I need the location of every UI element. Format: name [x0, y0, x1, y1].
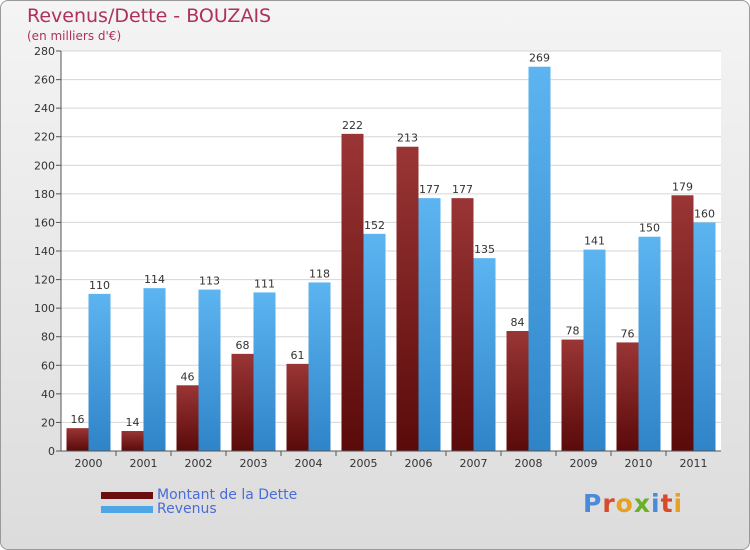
logo-letter: x — [633, 489, 651, 518]
axes — [56, 50, 721, 456]
legend-item-revenus: Revenus — [101, 501, 217, 517]
x-tick-label: 2002 — [185, 457, 213, 470]
x-tick-label: 2007 — [460, 457, 488, 470]
x-tick-label: 2009 — [570, 457, 598, 470]
y-tick-label: 160 — [34, 216, 55, 229]
y-tick-label: 20 — [41, 416, 55, 429]
x-tick-label: 2010 — [625, 457, 653, 470]
legend-item-dette: Montant de la Dette — [101, 487, 297, 503]
x-tick-label: 2011 — [680, 457, 708, 470]
bar-revenus — [583, 249, 606, 451]
bar-revenus — [143, 288, 166, 451]
bar-dette — [286, 363, 309, 451]
data-label-dette: 222 — [342, 119, 363, 132]
grid-lines — [61, 50, 721, 423]
y-tick-label: 0 — [48, 445, 55, 458]
bar-revenus — [88, 293, 111, 451]
bar-dette — [451, 198, 474, 451]
data-label-dette: 213 — [397, 132, 418, 145]
logo-letter: P — [583, 489, 603, 518]
legend-swatch-dette — [101, 491, 153, 499]
legend-label-revenus: Revenus — [157, 501, 217, 517]
y-tick-label: 260 — [34, 74, 55, 87]
data-label-dette: 177 — [452, 183, 473, 196]
bar-revenus — [308, 282, 331, 451]
y-tick-label: 220 — [34, 131, 55, 144]
data-label-dette: 46 — [181, 370, 195, 383]
y-tick-label: 60 — [41, 359, 55, 372]
y-tick-label: 180 — [34, 188, 55, 201]
bar-dette — [66, 428, 89, 451]
bar-revenus — [363, 233, 386, 451]
bar-revenus — [253, 292, 276, 451]
data-label-revenus: 160 — [694, 207, 715, 220]
x-tick-label: 2006 — [405, 457, 433, 470]
data-label-revenus: 150 — [639, 222, 660, 235]
data-label-revenus: 135 — [474, 243, 495, 256]
bar-dette — [506, 331, 529, 451]
y-tick-label: 100 — [34, 302, 55, 315]
logo-letter: r — [602, 489, 616, 518]
bar-revenus — [198, 289, 221, 451]
bar-revenus — [693, 222, 716, 451]
x-tick-label: 2004 — [295, 457, 323, 470]
bar-revenus — [528, 66, 551, 451]
y-tick-label: 200 — [34, 159, 55, 172]
data-label-revenus: 114 — [144, 273, 165, 286]
data-label-dette: 78 — [566, 325, 580, 338]
data-label-revenus: 152 — [364, 219, 385, 232]
data-label-revenus: 141 — [584, 235, 605, 248]
bar-dette — [671, 195, 694, 451]
y-tick-label: 40 — [41, 388, 55, 401]
proxiti-logo: Proxiti — [583, 489, 683, 518]
x-tick-label: 2001 — [130, 457, 158, 470]
bar-revenus — [418, 198, 441, 451]
data-label-dette: 179 — [672, 180, 693, 193]
data-label-revenus: 113 — [199, 275, 220, 288]
data-label-dette: 68 — [236, 339, 250, 352]
data-label-revenus: 269 — [529, 52, 550, 65]
data-label-revenus: 111 — [254, 277, 275, 290]
x-tick-label: 2000 — [75, 457, 103, 470]
y-tick-label: 240 — [34, 102, 55, 115]
bars — [66, 66, 716, 451]
chart-title: Revenus/Dette - BOUZAIS — [27, 5, 272, 27]
bar-revenus — [638, 236, 661, 451]
data-label-revenus: 118 — [309, 267, 330, 280]
x-tick-label: 2003 — [240, 457, 268, 470]
y-tick-label: 80 — [41, 331, 55, 344]
bar-dette — [121, 431, 144, 451]
data-label-revenus: 110 — [89, 279, 110, 292]
y-tick-label: 280 — [34, 45, 55, 58]
bar-revenus — [473, 258, 496, 451]
x-tick-label: 2005 — [350, 457, 378, 470]
chart-subtitle: (en milliers d'€) — [27, 29, 122, 43]
data-label-dette: 61 — [291, 349, 305, 362]
bar-dette — [396, 146, 419, 451]
bar-dette — [561, 339, 584, 451]
y-tick-label: 140 — [34, 245, 55, 258]
legend-swatch-revenus — [101, 505, 153, 513]
data-label-dette: 76 — [621, 327, 635, 340]
legend-label-dette: Montant de la Dette — [157, 487, 298, 503]
data-label-dette: 16 — [71, 413, 85, 426]
logo-letter: i — [673, 489, 684, 518]
data-label-dette: 84 — [511, 316, 525, 329]
logo-letter: t — [660, 489, 674, 518]
bar-dette — [341, 133, 364, 451]
y-tick-label: 120 — [34, 274, 55, 287]
x-tick-label: 2008 — [515, 457, 543, 470]
bar-dette — [231, 353, 254, 451]
data-label-revenus: 177 — [419, 183, 440, 196]
bar-dette — [616, 342, 639, 451]
logo-letter: o — [615, 489, 634, 518]
labels: 0 20 40 60 80 100 120 140 160 180 200 220 240 260 280 1… — [34, 45, 715, 470]
data-label-dette: 14 — [126, 416, 140, 429]
logo-letter: i — [651, 489, 661, 518]
bar-dette — [176, 385, 199, 451]
